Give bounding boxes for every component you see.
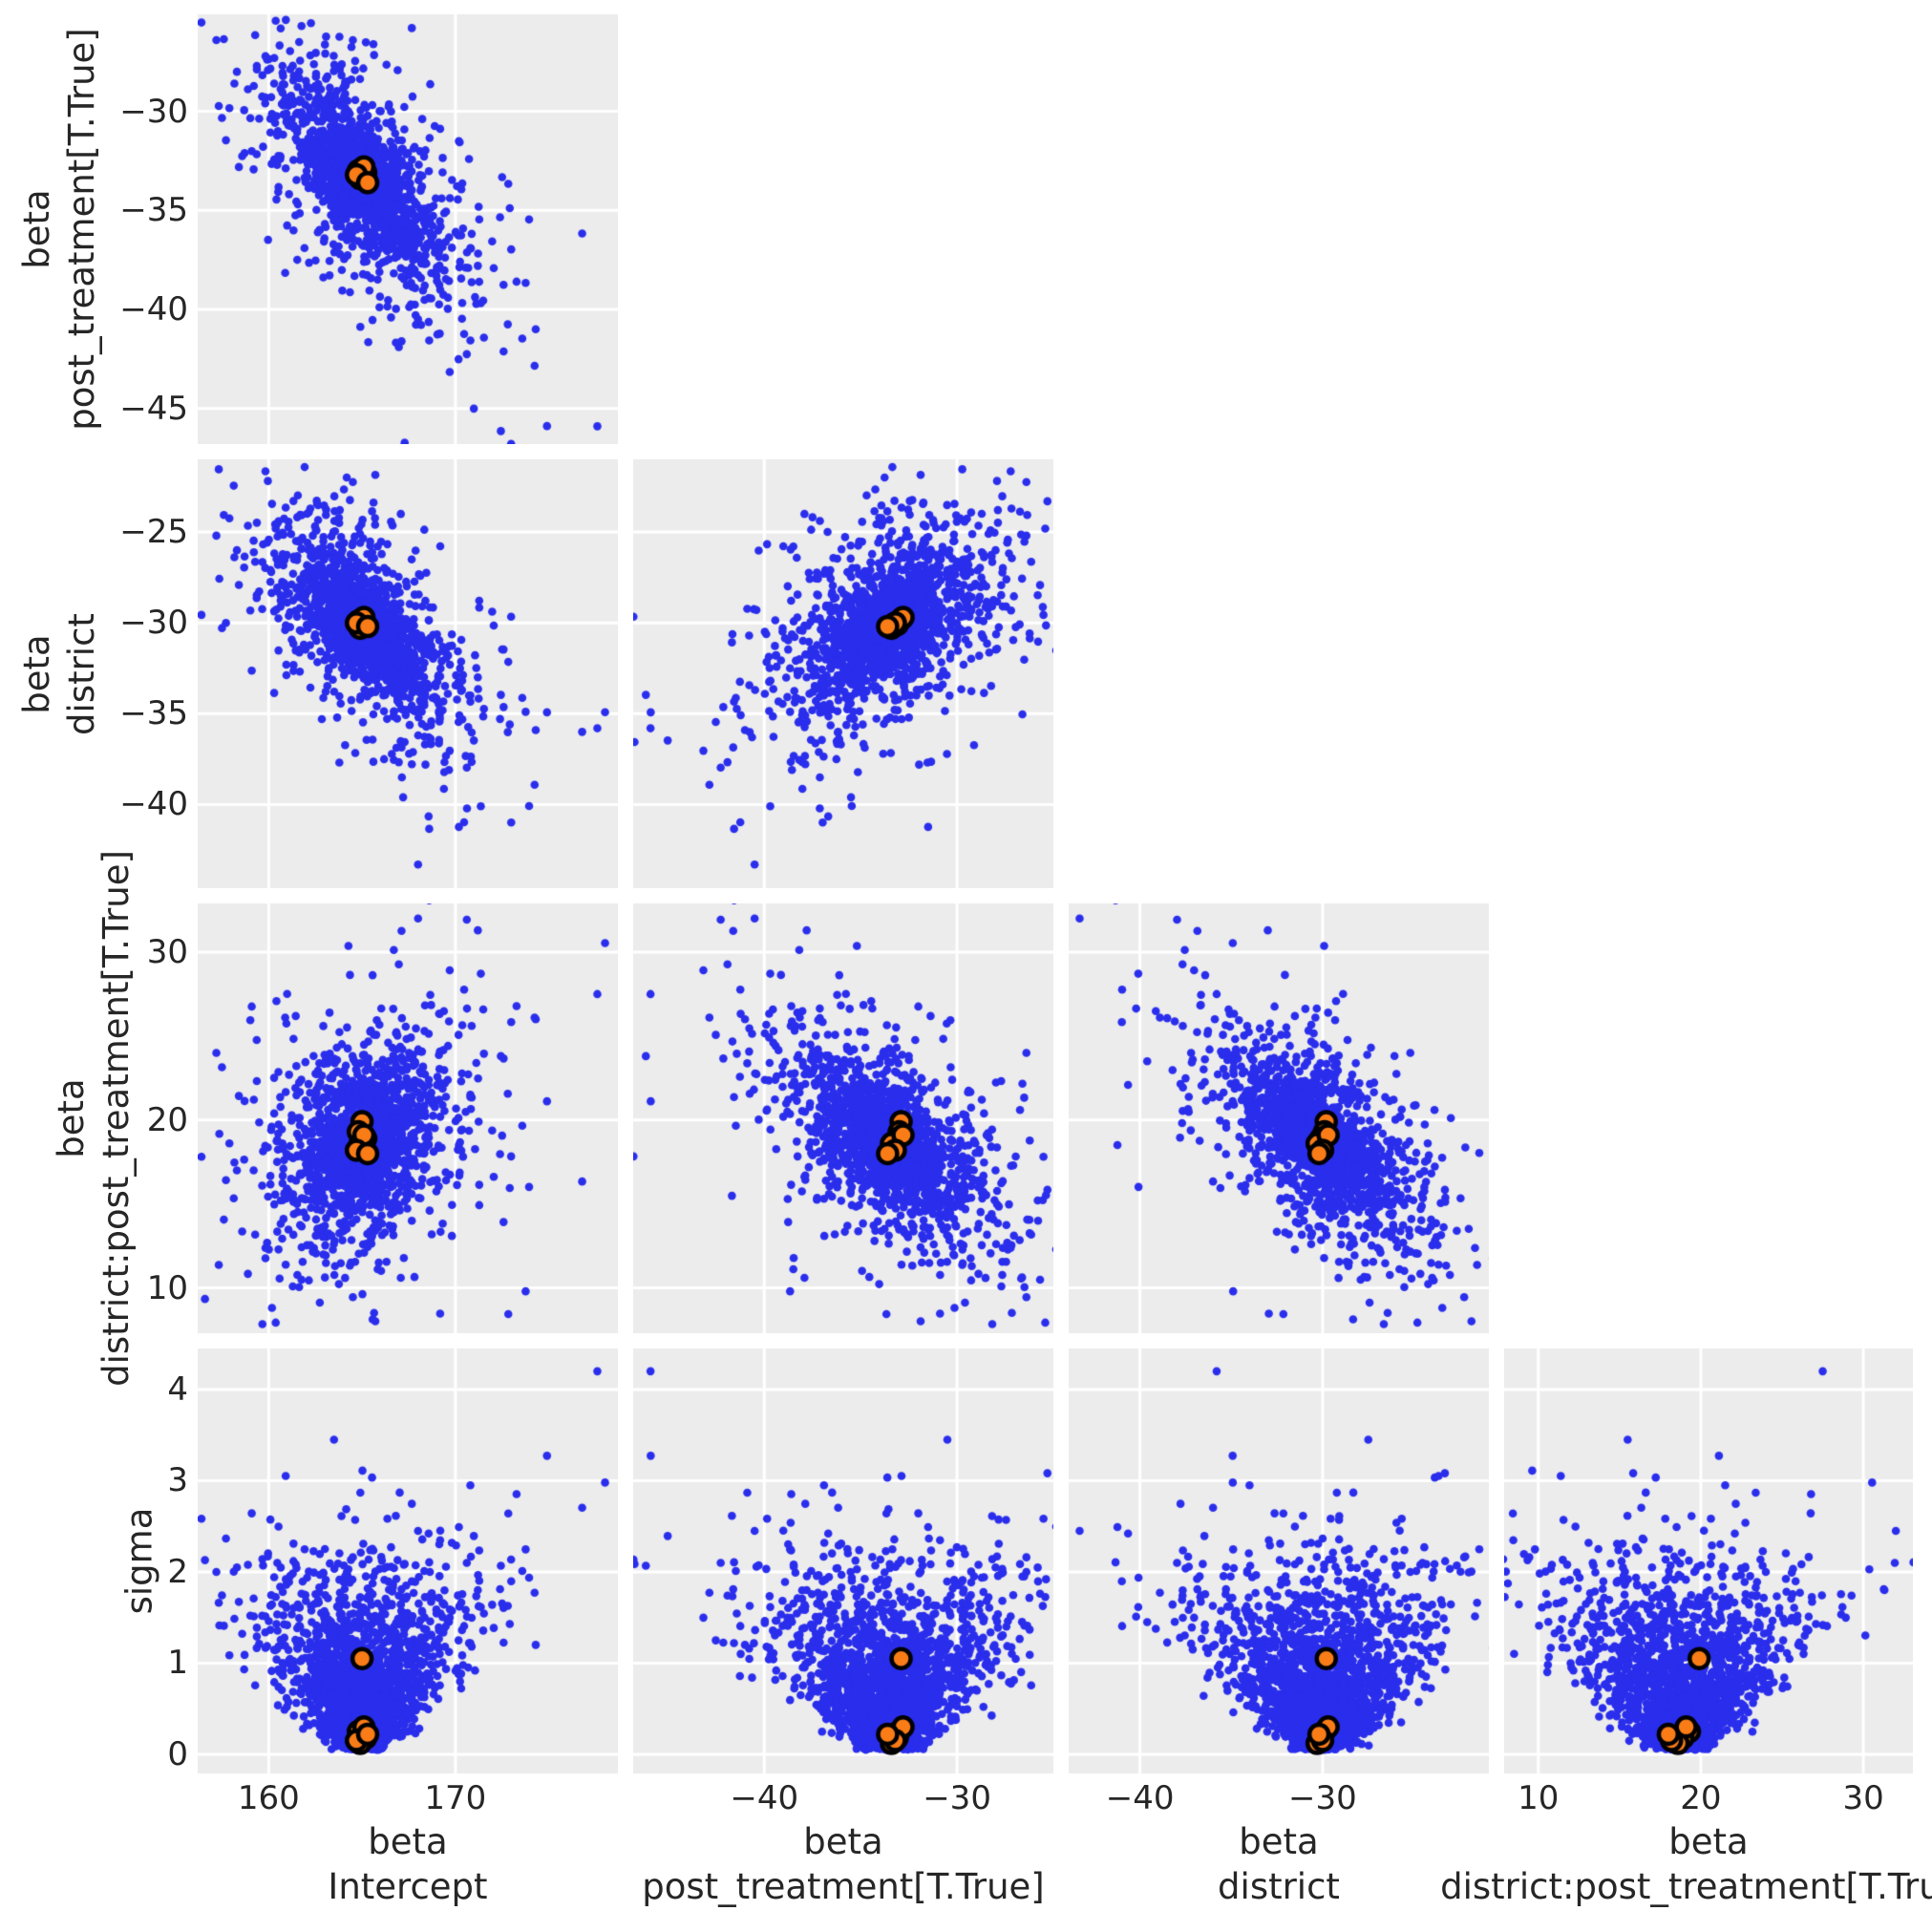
y-tick-label: −30 — [119, 92, 188, 131]
scatter-panel-district_post-vs-district — [1069, 903, 1489, 1333]
scatter-panel-district_post-vs-intercept — [198, 903, 618, 1333]
x-tick-label: −30 — [923, 1779, 991, 1817]
scatter-panel-sigma-vs-district_post — [1504, 1348, 1913, 1773]
scatter-panel-post_treatment-vs-intercept — [198, 14, 618, 444]
y-tick-label: 4 — [167, 1369, 188, 1409]
x-axis-label-district_post: beta district:post_treatment[T.True] — [1440, 1821, 1932, 1907]
scatter-canvas — [198, 1348, 618, 1773]
scatter-panel-sigma-vs-intercept — [198, 1348, 618, 1773]
y-tick-label: 30 — [146, 932, 188, 971]
y-tick-label: −35 — [119, 191, 188, 230]
x-axis-label-district: beta district — [1218, 1821, 1340, 1907]
scatter-canvas — [633, 1348, 1053, 1773]
y-tick-label: −25 — [119, 513, 188, 552]
x-tick-label: 30 — [1842, 1779, 1884, 1817]
y-tick-label: 20 — [146, 1100, 188, 1139]
x-tick-label: 20 — [1680, 1779, 1722, 1817]
scatter-canvas — [1069, 1348, 1489, 1773]
y-tick-label: 1 — [167, 1644, 188, 1683]
y-tick-label: −40 — [119, 289, 188, 329]
scatter-canvas — [198, 459, 618, 888]
x-axis-label-post_treatment: beta post_treatment[T.True] — [642, 1821, 1045, 1907]
scatter-canvas — [1504, 1348, 1913, 1773]
scatter-canvas — [1069, 903, 1489, 1333]
x-tick-label: −40 — [730, 1779, 799, 1817]
scatter-panel-sigma-vs-post_treatment — [633, 1348, 1053, 1773]
y-tick-label: 10 — [146, 1268, 188, 1307]
scatter-canvas — [633, 903, 1053, 1333]
x-tick-label: 160 — [237, 1779, 300, 1817]
x-tick-label: 170 — [424, 1779, 487, 1817]
x-tick-label: −30 — [1288, 1779, 1357, 1817]
y-tick-label: −40 — [119, 785, 188, 824]
y-tick-label: 3 — [167, 1461, 188, 1500]
y-tick-label: 2 — [167, 1552, 188, 1591]
scatter-canvas — [633, 459, 1053, 888]
scatter-panel-district-vs-intercept — [198, 459, 618, 888]
x-axis-label-intercept: beta Intercept — [328, 1821, 488, 1907]
x-tick-label: −40 — [1105, 1779, 1175, 1817]
y-axis-label-sigma: sigma — [118, 1507, 160, 1615]
scatter-canvas — [198, 14, 618, 444]
y-tick-label: −35 — [119, 694, 188, 733]
scatter-panel-district_post-vs-post_treatment — [633, 903, 1053, 1333]
y-tick-label: −30 — [119, 604, 188, 643]
scatter-panel-district-vs-post_treatment — [633, 459, 1053, 888]
scatter-panel-sigma-vs-district — [1069, 1348, 1489, 1773]
y-tick-label: 0 — [167, 1734, 188, 1773]
scatter-canvas — [198, 903, 618, 1333]
y-tick-label: −45 — [119, 389, 188, 428]
x-tick-label: 10 — [1518, 1779, 1560, 1817]
